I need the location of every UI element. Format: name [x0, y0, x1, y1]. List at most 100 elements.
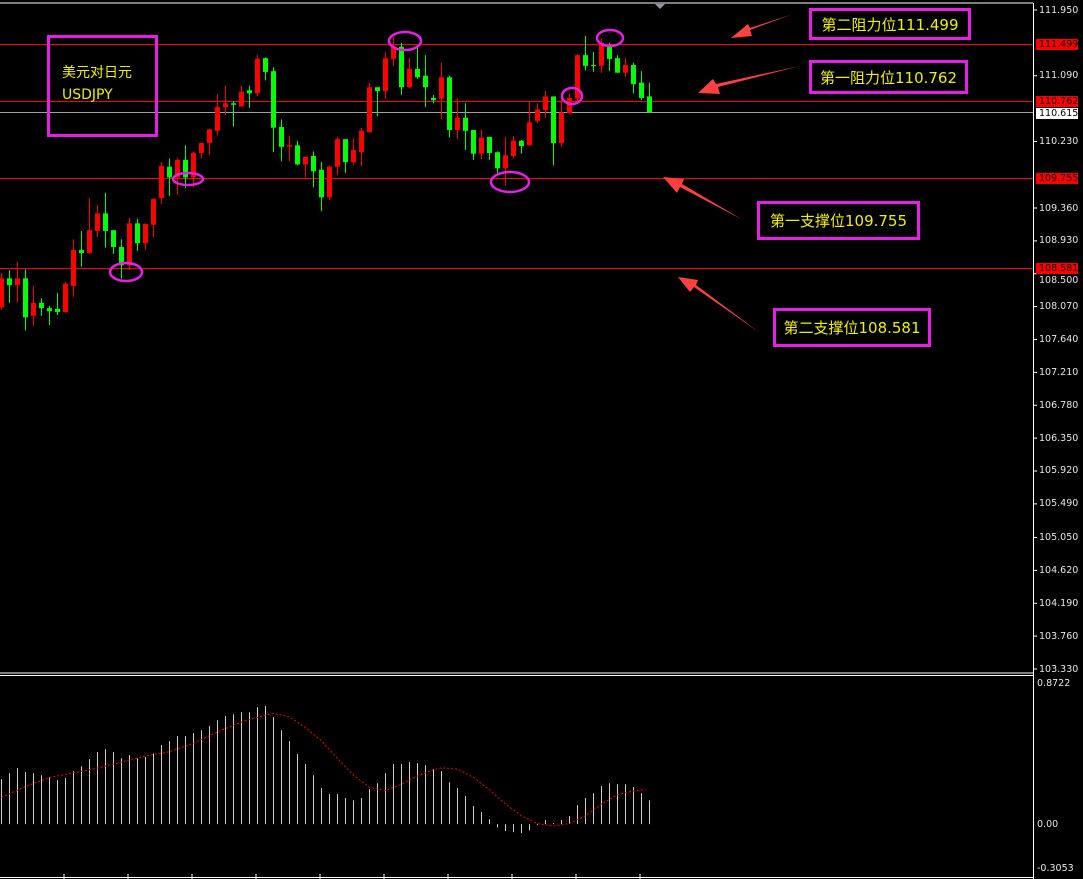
candle[interactable] — [23, 269, 28, 331]
candle[interactable] — [343, 139, 348, 173]
candle[interactable] — [639, 71, 644, 101]
candle-body — [63, 283, 68, 312]
candle[interactable] — [311, 151, 316, 188]
candle[interactable] — [479, 129, 484, 160]
candle[interactable] — [647, 82, 652, 114]
candle[interactable] — [415, 45, 420, 79]
candle[interactable] — [487, 136, 492, 160]
candle[interactable] — [255, 55, 260, 97]
candle[interactable] — [559, 93, 564, 147]
candle[interactable] — [583, 35, 588, 71]
candle[interactable] — [535, 103, 540, 124]
candle[interactable] — [447, 75, 452, 138]
candle[interactable] — [223, 85, 228, 115]
candle-body — [103, 213, 108, 231]
candle-body — [503, 155, 508, 169]
candle[interactable] — [15, 262, 20, 303]
candle[interactable] — [423, 55, 428, 108]
candle[interactable] — [431, 94, 436, 104]
candle[interactable] — [271, 67, 276, 153]
candle[interactable] — [295, 140, 300, 166]
candle[interactable] — [79, 230, 84, 267]
candle[interactable] — [623, 58, 628, 78]
candle[interactable] — [591, 52, 596, 72]
candle-body — [567, 97, 572, 114]
candle[interactable] — [31, 285, 36, 326]
candle-body — [191, 152, 196, 178]
candle[interactable] — [439, 62, 444, 120]
candle[interactable] — [151, 198, 156, 238]
candle-body — [391, 46, 396, 59]
candle[interactable] — [335, 136, 340, 176]
candle-body — [79, 250, 84, 254]
candle[interactable] — [279, 119, 284, 162]
candle[interactable] — [7, 269, 12, 303]
candle[interactable] — [0, 272, 4, 310]
candle-body — [647, 96, 652, 113]
candle-body — [639, 82, 644, 98]
candle[interactable] — [183, 145, 188, 189]
candle[interactable] — [247, 85, 252, 108]
candle[interactable] — [103, 192, 108, 248]
candle[interactable] — [575, 54, 580, 102]
candle[interactable] — [111, 230, 116, 254]
candle[interactable] — [231, 100, 236, 127]
candle[interactable] — [191, 151, 196, 188]
candle[interactable] — [127, 217, 132, 270]
candle[interactable] — [351, 138, 356, 166]
candle[interactable] — [87, 198, 92, 254]
candle[interactable] — [71, 239, 76, 297]
candle[interactable] — [239, 85, 244, 108]
candle[interactable] — [519, 139, 524, 154]
candle[interactable] — [47, 305, 52, 325]
candle[interactable] — [527, 101, 532, 146]
candle[interactable] — [503, 136, 508, 186]
candle[interactable] — [143, 223, 148, 250]
candle[interactable] — [615, 55, 620, 73]
candle[interactable] — [167, 158, 172, 196]
candle-body — [407, 68, 412, 88]
candle[interactable] — [359, 127, 364, 166]
candle[interactable] — [631, 62, 636, 94]
candle[interactable] — [263, 57, 268, 81]
candle[interactable] — [207, 129, 212, 156]
candle[interactable] — [455, 98, 460, 140]
macd-tick-label: 0.8722 — [1037, 677, 1071, 689]
candle[interactable] — [175, 158, 180, 196]
candle-body — [47, 308, 52, 312]
candle[interactable] — [159, 162, 164, 205]
price-tick-label: 105.920 — [1039, 465, 1079, 477]
candle-body — [255, 58, 260, 94]
candle[interactable] — [471, 130, 476, 160]
candle[interactable] — [303, 156, 308, 178]
candle[interactable] — [607, 42, 612, 72]
candle[interactable] — [319, 162, 324, 212]
candle[interactable] — [463, 103, 468, 150]
candle-body — [559, 112, 564, 144]
candle[interactable] — [199, 143, 204, 159]
candle[interactable] — [383, 52, 388, 99]
candle[interactable] — [119, 239, 124, 279]
candle[interactable] — [375, 87, 380, 117]
candle[interactable] — [391, 36, 396, 66]
candle[interactable] — [287, 135, 292, 162]
candle-body — [159, 165, 164, 199]
candle[interactable] — [135, 218, 140, 251]
chart-shift-marker-icon[interactable] — [655, 4, 665, 9]
candle[interactable] — [327, 165, 332, 201]
candle[interactable] — [407, 58, 412, 88]
candle[interactable] — [63, 282, 68, 313]
arrow-icon — [678, 277, 760, 333]
candle[interactable] — [39, 298, 44, 316]
candle[interactable] — [511, 136, 516, 159]
candle[interactable] — [95, 204, 100, 238]
candle[interactable] — [399, 42, 404, 95]
candle[interactable] — [543, 91, 548, 118]
candle[interactable] — [215, 94, 220, 136]
candle[interactable] — [55, 292, 60, 316]
candle[interactable] — [551, 96, 556, 166]
candle[interactable] — [367, 82, 372, 133]
candle-body — [583, 55, 588, 66]
candle[interactable] — [495, 151, 500, 176]
